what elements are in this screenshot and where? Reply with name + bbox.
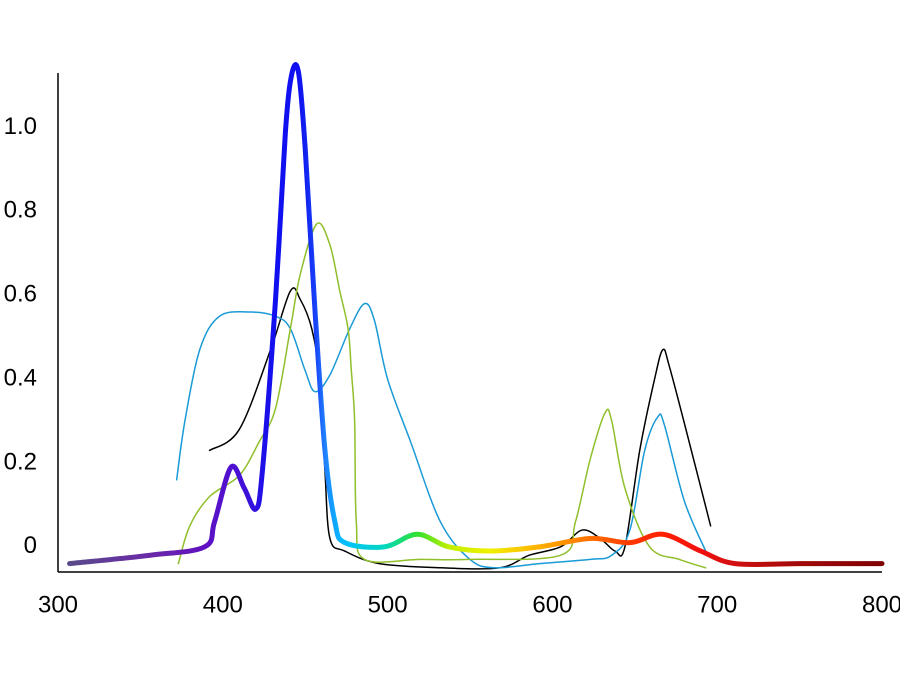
x-tick-label: 700 <box>697 591 737 618</box>
x-tick-label: 500 <box>368 591 408 618</box>
y-tick-label: 0.4 <box>4 364 37 391</box>
x-tick-label: 800 <box>862 591 900 618</box>
y-tick-label: 1.0 <box>4 113 37 140</box>
series-line <box>177 222 707 569</box>
y-tick-label: 0 <box>24 532 37 559</box>
series-line <box>67 62 885 568</box>
x-tick-label: 400 <box>203 591 243 618</box>
x-tick-label: 300 <box>38 591 78 618</box>
y-tick-label: 0.8 <box>4 197 37 224</box>
y-tick-label: 0.2 <box>4 448 37 475</box>
series-line <box>175 302 707 569</box>
y-tick-label: 0.6 <box>4 281 37 308</box>
series-line <box>208 287 712 570</box>
x-tick-label: 600 <box>532 591 572 618</box>
